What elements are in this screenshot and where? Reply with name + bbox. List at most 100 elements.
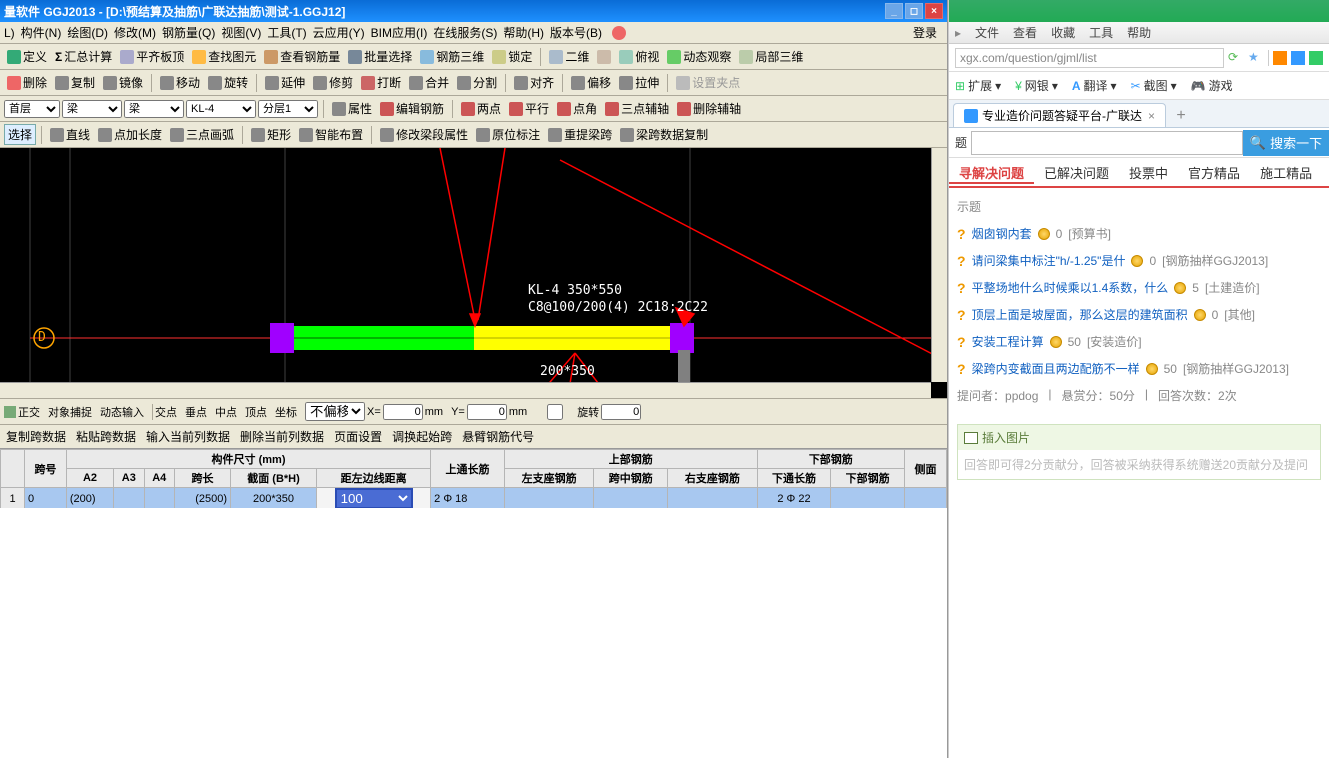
ortho-toggle[interactable]: 正交	[4, 404, 40, 420]
floor-select[interactable]: 首层	[4, 100, 60, 118]
question-link[interactable]: 安装工程计算	[972, 333, 1044, 350]
move-button[interactable]: 移动	[157, 73, 203, 92]
menu-item[interactable]: 视图(V)	[221, 24, 261, 41]
distleft-cell[interactable]: 100	[317, 488, 431, 509]
cat-tab[interactable]: 施工精品	[1250, 163, 1322, 182]
minimize-button[interactable]: _	[885, 3, 903, 19]
mod-seg-button[interactable]: 修改梁段属性	[377, 125, 471, 144]
menu-item[interactable]: L)	[4, 26, 15, 40]
mirror-button[interactable]: 镜像	[100, 73, 146, 92]
ext1-icon[interactable]	[1273, 51, 1287, 65]
find-view-button[interactable]: 查找图元	[189, 47, 259, 66]
question-link[interactable]: 梁跨内变截面且两边配筋不一样	[972, 360, 1140, 377]
parallel-button[interactable]: 平行	[506, 99, 552, 118]
del-cur-col[interactable]: 删除当前列数据	[240, 428, 324, 445]
hscrollbar[interactable]	[0, 382, 931, 398]
ext-game[interactable]: 🎮游戏	[1191, 77, 1233, 94]
define-button[interactable]: 定义	[4, 47, 50, 66]
menu-item[interactable]: 云应用(Y)	[313, 24, 365, 41]
dyn-view-button[interactable]: 动态观察	[664, 47, 734, 66]
page-setup[interactable]: 页面设置	[334, 428, 382, 445]
point-angle-button[interactable]: 点角	[554, 99, 600, 118]
browser-tab[interactable]: 专业造价问题答疑平台-广联达 ×	[953, 103, 1166, 127]
break-button[interactable]: 打断	[358, 73, 404, 92]
ext-translate[interactable]: A翻译 ▾	[1072, 77, 1117, 94]
tab-close-icon[interactable]: ×	[1148, 109, 1155, 123]
copy-button[interactable]: 复制	[52, 73, 98, 92]
snap-mid[interactable]: 中点	[215, 404, 237, 420]
edit-rebar-button[interactable]: 编辑钢筋	[377, 99, 447, 118]
set-origin-button[interactable]: 设置夹点	[673, 73, 743, 92]
new-tab-button[interactable]: +	[1170, 105, 1192, 127]
rot-input[interactable]	[601, 404, 641, 420]
select-tool[interactable]: 选择	[4, 124, 36, 145]
ext-screenshot[interactable]: ✂截图 ▾	[1131, 77, 1177, 94]
question-link[interactable]: 平整场地什么时候乘以1.4系数，什么	[972, 279, 1169, 296]
drawing-canvas[interactable]: KL-4 350*550 C8@100/200(4) 2C18;2C22 200…	[0, 148, 947, 398]
refresh-icon[interactable]: ⟳	[1228, 50, 1244, 66]
top-view-button[interactable]: 俯视	[616, 47, 662, 66]
layer-select[interactable]: 分层1	[258, 100, 318, 118]
menu-item[interactable]: 帮助(H)	[503, 24, 544, 41]
orig-mark-button[interactable]: 原位标注	[473, 125, 543, 144]
maximize-button[interactable]: ◻	[905, 3, 923, 19]
cantilever-code[interactable]: 悬臂钢筋代号	[462, 428, 534, 445]
snap-coord[interactable]: 坐标	[275, 404, 297, 420]
rotate-toggle[interactable]: 旋转	[535, 404, 641, 420]
browser-menu[interactable]: 帮助	[1127, 24, 1151, 41]
ext-expand[interactable]: ⊞扩展 ▾	[955, 77, 1001, 94]
align-button[interactable]: 对齐	[511, 73, 557, 92]
browser-menu[interactable]: 收藏	[1051, 24, 1075, 41]
question-link[interactable]: 烟囱钢内套	[972, 225, 1032, 242]
member-select[interactable]: KL-4	[186, 100, 256, 118]
distleft-select[interactable]: 100	[335, 488, 413, 508]
search-input[interactable]	[971, 131, 1243, 155]
trim-button[interactable]: 修剪	[310, 73, 356, 92]
dyn-input-toggle[interactable]: 动态输入	[100, 404, 144, 420]
line-tool[interactable]: 直线	[47, 125, 93, 144]
star-icon[interactable]: ★	[1248, 50, 1264, 66]
flat-top-button[interactable]: 平齐板顶	[117, 47, 187, 66]
category1-select[interactable]: 梁	[62, 100, 122, 118]
menu-item[interactable]: 在线服务(S)	[433, 24, 497, 41]
smart-layout-tool[interactable]: 智能布置	[296, 125, 366, 144]
cat-tab[interactable]: 已解决问题	[1034, 163, 1119, 182]
close-button[interactable]: ×	[925, 3, 943, 19]
snap-toggle[interactable]: 对象捕捉	[48, 404, 92, 420]
ext-netbank[interactable]: ¥网银 ▾	[1015, 77, 1058, 94]
view-rebar-button[interactable]: 查看钢筋量	[261, 47, 343, 66]
offset-mode-select[interactable]: 不偏移	[305, 402, 365, 421]
three-aux-button[interactable]: 三点辅轴	[602, 99, 672, 118]
merge-button[interactable]: 合并	[406, 73, 452, 92]
property-button[interactable]: 属性	[329, 99, 375, 118]
split-button[interactable]: 分割	[454, 73, 500, 92]
extend-button[interactable]: 延伸	[262, 73, 308, 92]
category2-select[interactable]: 梁	[124, 100, 184, 118]
menu-item[interactable]: BIM应用(I)	[371, 24, 428, 41]
rebar-3d-button[interactable]: 钢筋三维	[417, 47, 487, 66]
menu-item[interactable]: 构件(N)	[21, 24, 62, 41]
ext3-icon[interactable]	[1309, 51, 1323, 65]
login-link[interactable]: 登录	[913, 24, 937, 41]
local-3d-button[interactable]: 局部三维	[736, 47, 806, 66]
del-aux-button[interactable]: 删除辅轴	[674, 99, 744, 118]
cat-tab[interactable]: 投票中	[1119, 163, 1178, 182]
y-input[interactable]	[467, 404, 507, 420]
input-cur-col[interactable]: 输入当前列数据	[146, 428, 230, 445]
url-input[interactable]	[955, 48, 1224, 68]
search-button[interactable]: 🔍搜索一下	[1243, 130, 1329, 156]
paste-span-data[interactable]: 粘贴跨数据	[76, 428, 136, 445]
lock-button[interactable]: 锁定	[489, 47, 535, 66]
menu-item[interactable]: 版本号(B)	[550, 24, 602, 41]
table-row[interactable]: 1 0 (200) (2500) 200*350 100 2 Φ 18 2 Φ …	[1, 488, 947, 509]
two-point-button[interactable]: 两点	[458, 99, 504, 118]
batch-select-button[interactable]: 批量选择	[345, 47, 415, 66]
rotate-button[interactable]: 旋转	[205, 73, 251, 92]
copy-span-button[interactable]: 梁跨数据复制	[617, 125, 711, 144]
cat-tab[interactable]: 官方精品	[1178, 163, 1250, 182]
delete-button[interactable]: 删除	[4, 73, 50, 92]
rect-tool[interactable]: 矩形	[248, 125, 294, 144]
vscrollbar[interactable]	[931, 148, 947, 382]
adj-start-span[interactable]: 调换起始跨	[392, 428, 452, 445]
menu-item[interactable]: 工具(T)	[267, 24, 306, 41]
